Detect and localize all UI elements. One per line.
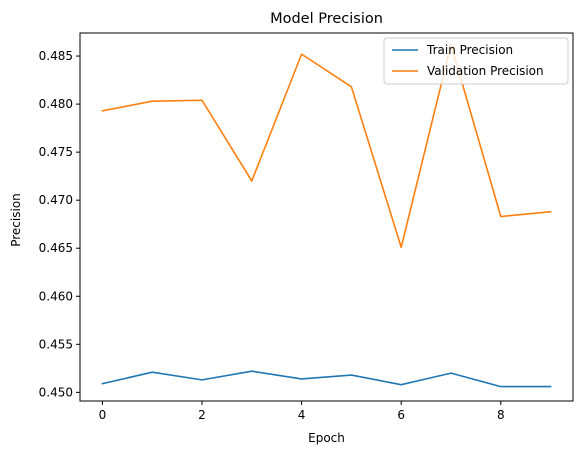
x-axis-label: Epoch xyxy=(308,431,345,445)
y-tick-label: 0.475 xyxy=(39,145,73,159)
y-tick-label: 0.470 xyxy=(39,193,73,207)
legend: Train Precision Validation Precision xyxy=(383,37,569,85)
y-axis-ticks: 0.450 0.455 0.460 0.465 0.470 0.475 0.480 0.485 xyxy=(39,49,80,399)
y-tick-label: 0.455 xyxy=(39,337,73,351)
legend-box xyxy=(383,37,569,85)
y-tick-label: 0.460 xyxy=(39,289,73,303)
series-layer xyxy=(101,43,552,388)
series-line-train-precision xyxy=(101,370,552,388)
y-axis-label: Precision xyxy=(9,193,23,247)
plot-frame xyxy=(79,32,574,402)
x-tick-label: 0 xyxy=(99,408,107,422)
y-tick-label: 0.480 xyxy=(39,97,73,111)
legend-entry-train-precision: Train Precision xyxy=(426,43,513,57)
chart-title: Model Precision xyxy=(270,11,383,27)
legend-entry-validation-precision: Validation Precision xyxy=(427,64,544,78)
x-tick-label: 4 xyxy=(298,408,306,422)
y-tick-label: 0.450 xyxy=(39,385,73,399)
x-axis-ticks: 0 2 4 6 8 xyxy=(99,401,505,422)
x-tick-label: 2 xyxy=(198,408,206,422)
x-tick-label: 6 xyxy=(397,408,405,422)
y-tick-label: 0.465 xyxy=(39,241,73,255)
y-tick-label: 0.485 xyxy=(39,49,73,63)
x-tick-label: 8 xyxy=(497,408,505,422)
series-line-validation-precision xyxy=(101,43,552,249)
